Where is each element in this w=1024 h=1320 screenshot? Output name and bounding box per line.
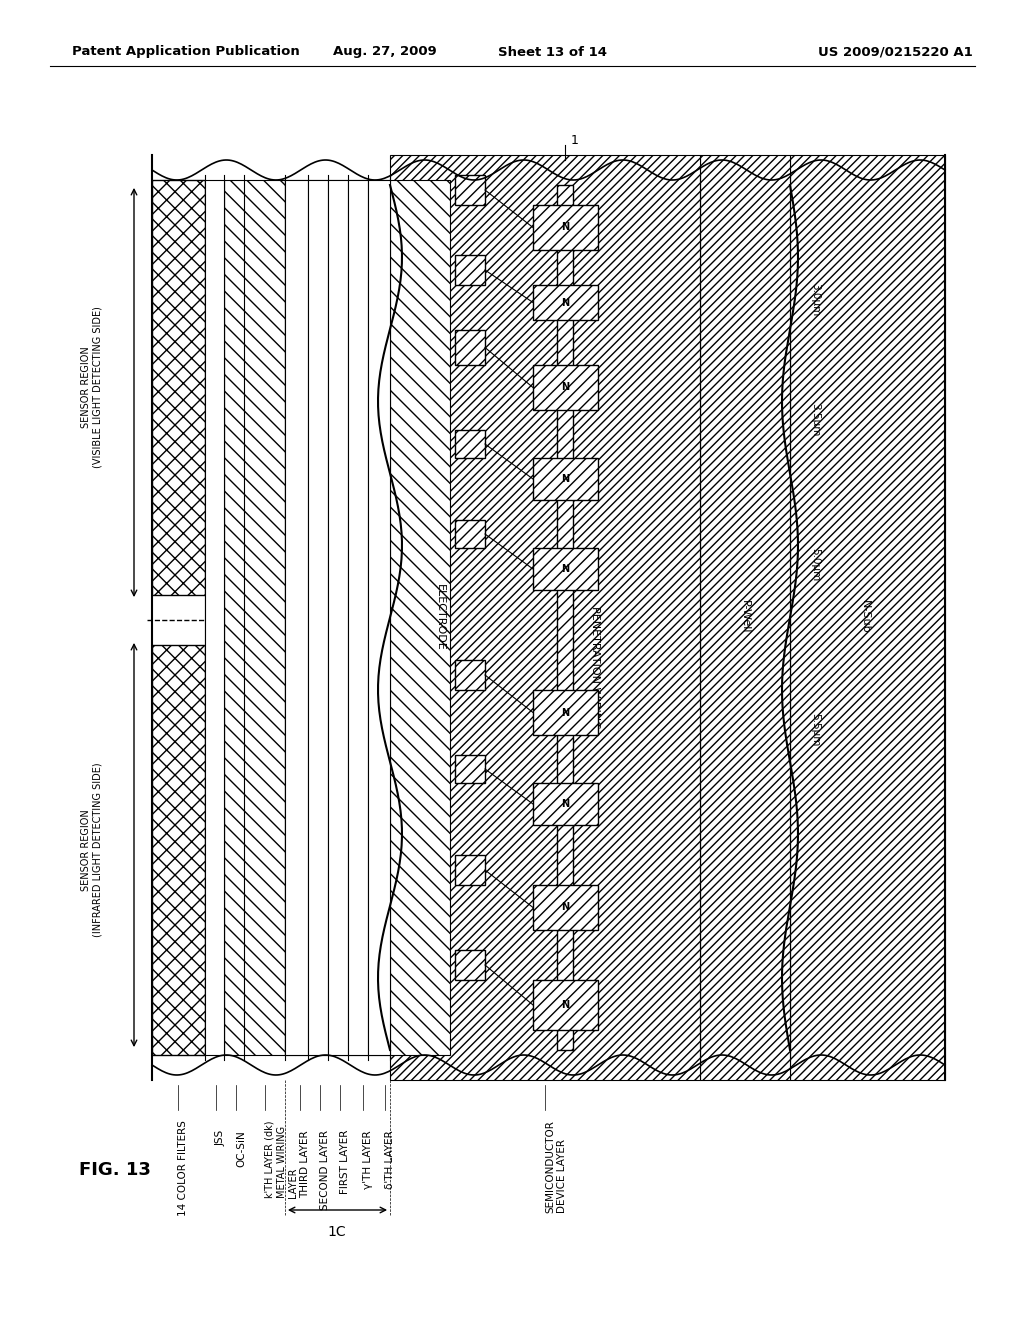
- Bar: [455, 950, 485, 979]
- Bar: [455, 520, 485, 548]
- Bar: [455, 430, 485, 458]
- Text: 14 COLOR FILTERS: 14 COLOR FILTERS: [178, 1119, 188, 1216]
- Bar: [308, 180, 328, 1055]
- Bar: [285, 180, 308, 1055]
- Text: 5.0μm: 5.0μm: [810, 548, 820, 582]
- Bar: [557, 185, 573, 1049]
- Text: N-Sub: N-Sub: [860, 601, 870, 634]
- Text: γ'TH LAYER: γ'TH LAYER: [362, 1130, 373, 1188]
- Text: Aug. 27, 2009: Aug. 27, 2009: [333, 45, 437, 58]
- Bar: [534, 205, 598, 249]
- Bar: [368, 180, 390, 1055]
- Bar: [455, 330, 485, 366]
- Bar: [328, 180, 348, 1055]
- Bar: [205, 180, 224, 1055]
- Bar: [790, 154, 945, 1080]
- Text: THIRD LAYER: THIRD LAYER: [300, 1130, 310, 1197]
- Text: P-Well: P-Well: [740, 601, 750, 634]
- Bar: [152, 645, 205, 1055]
- Text: N: N: [561, 383, 569, 392]
- Text: N: N: [561, 708, 569, 718]
- Text: FIRST LAYER: FIRST LAYER: [340, 1130, 350, 1195]
- Text: ELECTRODE: ELECTRODE: [435, 583, 445, 651]
- Text: 1: 1: [571, 133, 579, 147]
- Bar: [390, 154, 700, 1080]
- Bar: [534, 783, 598, 825]
- Text: SEMICONDUCTOR
DEVICE LAYER: SEMICONDUCTOR DEVICE LAYER: [545, 1119, 566, 1213]
- Bar: [455, 660, 485, 690]
- Bar: [534, 285, 598, 319]
- Text: SECOND LAYER: SECOND LAYER: [319, 1130, 330, 1210]
- Bar: [455, 855, 485, 884]
- Bar: [534, 366, 598, 411]
- Text: 3.0μm: 3.0μm: [810, 284, 820, 317]
- Bar: [534, 979, 598, 1030]
- Bar: [455, 255, 485, 285]
- Bar: [534, 690, 598, 735]
- Text: PENETRATION WIRING: PENETRATION WIRING: [590, 606, 600, 729]
- Bar: [700, 154, 790, 1080]
- Bar: [348, 180, 368, 1055]
- Text: N: N: [561, 799, 569, 809]
- Bar: [534, 458, 598, 500]
- Bar: [534, 884, 598, 931]
- Text: δ'TH LAYER: δ'TH LAYER: [385, 1130, 395, 1189]
- Text: SENSOR REGION
(VISIBLE LIGHT DETECTING SIDE): SENSOR REGION (VISIBLE LIGHT DETECTING S…: [81, 306, 102, 467]
- Text: JSS: JSS: [216, 1130, 226, 1146]
- Text: N: N: [561, 564, 569, 574]
- Text: N: N: [561, 1001, 569, 1010]
- Bar: [285, 180, 450, 1055]
- Text: N: N: [561, 903, 569, 912]
- Text: k'TH LAYER (dk)
METAL WIRING
LAYER: k'TH LAYER (dk) METAL WIRING LAYER: [265, 1119, 298, 1197]
- Text: N: N: [561, 474, 569, 484]
- Text: SENSOR REGION
(INFRARED LIGHT DETECTING SIDE): SENSOR REGION (INFRARED LIGHT DETECTING …: [81, 763, 102, 937]
- Text: 1C: 1C: [328, 1225, 346, 1239]
- Text: N: N: [561, 223, 569, 232]
- Text: US 2009/0215220 A1: US 2009/0215220 A1: [817, 45, 973, 58]
- Bar: [224, 180, 285, 1055]
- Bar: [152, 180, 205, 595]
- Text: 5.5μm: 5.5μm: [810, 713, 820, 747]
- Text: Patent Application Publication: Patent Application Publication: [72, 45, 300, 58]
- Text: 3.5μm: 3.5μm: [810, 404, 820, 437]
- Bar: [455, 176, 485, 205]
- Bar: [534, 548, 598, 590]
- Text: N: N: [561, 297, 569, 308]
- Text: FIG. 13: FIG. 13: [79, 1162, 151, 1179]
- Bar: [455, 755, 485, 783]
- Text: OC-SiN: OC-SiN: [236, 1130, 246, 1167]
- Text: Sheet 13 of 14: Sheet 13 of 14: [498, 45, 606, 58]
